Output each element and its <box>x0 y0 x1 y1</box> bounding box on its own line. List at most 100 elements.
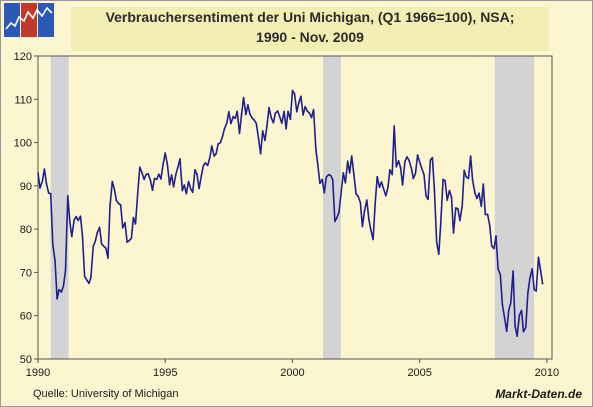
data-point <box>452 232 455 234</box>
data-point <box>401 184 404 186</box>
data-point <box>52 243 54 246</box>
data-point <box>433 189 436 191</box>
data-point <box>357 195 359 197</box>
data-point <box>374 202 377 204</box>
data-point <box>255 122 258 125</box>
y-tick-label: 100 <box>14 138 32 150</box>
data-point <box>162 163 164 165</box>
data-point <box>505 330 508 333</box>
data-point <box>206 164 209 167</box>
data-point <box>209 156 211 159</box>
data-point <box>141 171 143 173</box>
data-point <box>45 182 48 185</box>
data-point <box>107 257 109 259</box>
data-point <box>100 243 103 245</box>
data-point <box>62 285 65 288</box>
data-point <box>480 205 483 207</box>
data-point <box>200 174 203 177</box>
data-point <box>366 199 368 201</box>
data-point <box>181 189 184 192</box>
data-point <box>416 154 419 156</box>
data-point <box>238 132 241 135</box>
data-point <box>283 110 285 113</box>
data-point <box>533 288 535 291</box>
data-point <box>342 172 345 174</box>
data-point <box>391 173 394 176</box>
data-point <box>196 173 198 175</box>
data-point <box>223 127 226 130</box>
data-point <box>266 124 268 127</box>
data-point <box>471 179 474 181</box>
data-point <box>457 208 459 210</box>
data-point <box>310 116 313 119</box>
data-point <box>54 259 56 262</box>
data-point <box>179 158 181 160</box>
data-point <box>126 241 128 243</box>
data-point <box>302 114 304 116</box>
y-tick-label: 120 <box>14 51 32 63</box>
data-point <box>194 169 196 171</box>
data-point <box>423 173 425 176</box>
data-point <box>372 238 374 241</box>
data-point <box>484 213 487 216</box>
data-point <box>240 113 243 115</box>
data-point <box>287 110 289 113</box>
data-point <box>86 279 88 282</box>
data-point <box>183 184 186 186</box>
data-point <box>448 189 451 192</box>
data-point <box>414 172 417 175</box>
data-point <box>296 111 298 113</box>
data-point <box>211 145 213 147</box>
data-point <box>81 235 84 238</box>
data-point <box>270 117 273 119</box>
data-point <box>490 245 493 247</box>
data-point <box>160 178 162 180</box>
data-point <box>522 330 525 333</box>
recession-band-1 <box>50 56 69 359</box>
data-point <box>92 245 94 248</box>
data-point <box>393 125 396 127</box>
data-point <box>109 205 111 207</box>
data-point <box>397 160 400 162</box>
data-point <box>518 314 521 317</box>
data-point <box>67 195 69 197</box>
data-point <box>47 192 50 194</box>
data-point <box>361 225 364 228</box>
data-point <box>539 269 542 271</box>
data-point <box>117 202 120 205</box>
data-point <box>446 199 449 201</box>
y-axis: 50 60 70 80 90 100 110 120 <box>14 51 38 366</box>
data-point <box>344 182 347 184</box>
data-point <box>128 240 130 242</box>
data-point <box>321 178 324 181</box>
data-point <box>348 172 351 174</box>
data-point <box>329 174 332 177</box>
data-point <box>389 169 391 171</box>
data-point <box>102 245 105 247</box>
data-point <box>461 205 464 207</box>
data-point <box>378 186 381 188</box>
data-point <box>219 141 222 144</box>
data-point <box>427 198 429 201</box>
data-point <box>450 196 453 198</box>
data-point <box>88 282 90 285</box>
data-point <box>289 118 292 120</box>
data-point <box>525 326 527 329</box>
data-point <box>465 176 468 178</box>
data-point <box>158 173 160 175</box>
data-point <box>431 156 434 159</box>
data-point <box>376 176 379 178</box>
data-point <box>259 153 262 155</box>
data-point <box>268 106 270 109</box>
data-point <box>56 298 58 300</box>
data-point <box>493 247 495 250</box>
data-point <box>198 187 200 190</box>
data-point <box>308 112 311 114</box>
data-point-layer <box>37 89 544 337</box>
data-point <box>319 182 321 185</box>
data-point <box>71 235 73 238</box>
data-point <box>124 221 126 224</box>
data-point <box>251 117 254 120</box>
data-point <box>370 228 372 231</box>
